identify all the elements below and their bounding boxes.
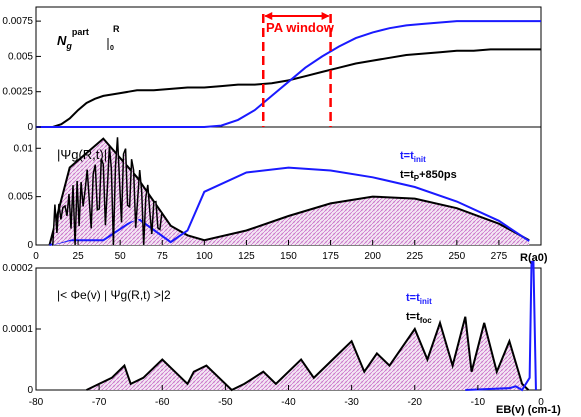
bottom-legend-foc: t=tfoc: [406, 311, 432, 325]
pa-window-arrow-right-head: [321, 12, 330, 20]
middle-legend-p: t=tP+850ps: [400, 169, 457, 183]
top-label-bar-sup: R: [113, 24, 120, 34]
xtick-label-2-8: 0: [538, 397, 544, 408]
black-oscillation-envelope: [52, 137, 163, 246]
series-black: [86, 316, 530, 392]
axis-ticks: 0 0.0025 0.005 0.0075 0 0.005 0.01 0 0.0001 0.000…: [2, 16, 544, 408]
bottom-xlabel: EB(v) (cm-1): [496, 404, 561, 416]
xtick-label-1-9: 225: [406, 251, 423, 262]
ytick-label-2-0: 0: [27, 385, 33, 396]
middle-panel-marks: [48, 137, 530, 246]
top-panel-label: Ngpart: [57, 27, 89, 51]
xtick-label-1-0: 0: [33, 251, 39, 262]
pa-window-arrow-left-head: [264, 12, 273, 20]
xtick-label-1-6: 150: [280, 251, 297, 262]
xtick-label-2-1: -70: [92, 397, 107, 408]
ytick-label-1-1: 0.005: [8, 192, 33, 203]
bottom-panel-marks: [86, 260, 537, 392]
ytick-label-0-2: 0.005: [8, 51, 33, 62]
top-label-bar-sub: 0: [110, 45, 114, 52]
xtick-label-2-0: -80: [29, 397, 44, 408]
series-blue-spike: [465, 260, 537, 392]
area-black: [49, 138, 530, 245]
bottom-legend-init: t=tinit: [406, 292, 432, 306]
top-panel-marks: [35, 12, 542, 128]
middle-panel-label: |Ψg(R,t)|: [57, 147, 107, 162]
ytick-label-0-1: 0.0025: [2, 87, 33, 98]
xtick-label-1-8: 200: [364, 251, 381, 262]
pa-window-label: PA window: [266, 20, 335, 35]
series-blue: [36, 20, 541, 128]
xtick-label-2-5: -30: [344, 397, 359, 408]
xtick-label-1-2: 50: [115, 251, 127, 262]
series-blue: [49, 166, 530, 246]
xtick-label-1-1: 25: [73, 251, 85, 262]
xtick-label-1-4: 100: [196, 251, 213, 262]
area-black: [86, 316, 529, 390]
xtick-label-1-10: 250: [448, 251, 465, 262]
xtick-label-1-3: 75: [157, 251, 169, 262]
ytick-label-0-3: 0.0075: [2, 16, 33, 27]
xtick-label-1-11: 275: [491, 251, 508, 262]
ytick-label-2-1: 0.0001: [2, 324, 33, 335]
xtick-label-1-7: 175: [322, 251, 339, 262]
ytick-label-1-2: 0.01: [14, 143, 34, 154]
series-black: [36, 48, 541, 128]
xtick-label-2-4: -40: [281, 397, 296, 408]
xtick-label-2-7: -10: [471, 397, 486, 408]
ytick-label-2-2: 0.0002: [2, 263, 33, 274]
xtick-label-1-5: 125: [238, 251, 255, 262]
xtick-label-2-2: -60: [155, 397, 170, 408]
ytick-label-0-0: 0: [27, 122, 33, 133]
series-black: [48, 137, 530, 246]
xtick-label-2-3: -50: [218, 397, 233, 408]
middle-xlabel: R(a0): [520, 252, 548, 264]
xtick-label-2-6: -20: [408, 397, 423, 408]
bottom-panel-label: |< Φe(v) | Ψg(R,t) >|2: [57, 288, 171, 302]
ytick-label-1-0: 0: [27, 240, 33, 251]
middle-legend-init: t=tinit: [400, 150, 426, 164]
